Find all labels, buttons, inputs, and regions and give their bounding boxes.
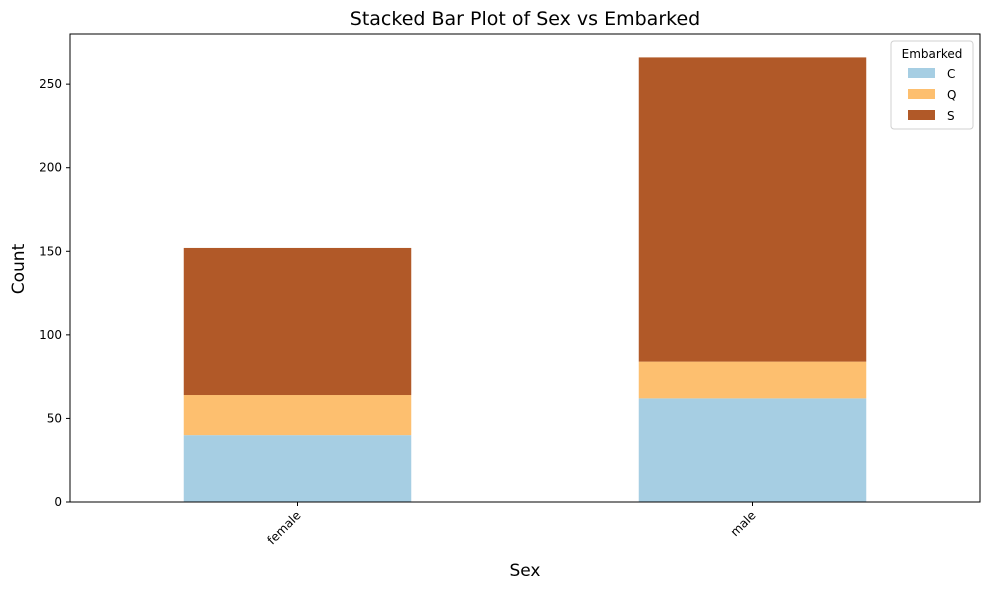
chart-title: Stacked Bar Plot of Sex vs Embarked xyxy=(350,8,700,30)
y-tick-label: 100 xyxy=(39,328,62,342)
y-tick-label: 50 xyxy=(47,411,62,425)
legend-title: Embarked xyxy=(902,47,963,61)
y-tick-label: 150 xyxy=(39,244,62,258)
x-axis: female male xyxy=(264,502,759,547)
y-tick-label: 250 xyxy=(39,77,62,91)
plot-area xyxy=(69,33,981,503)
y-tick-label: 200 xyxy=(39,161,62,175)
bar-female-C xyxy=(183,435,412,502)
y-axis-label: Count xyxy=(9,243,29,294)
y-tick-label: 0 xyxy=(54,495,62,509)
legend-swatch-Q xyxy=(908,89,935,99)
x-tick-label: male xyxy=(728,508,759,539)
legend: Embarked CQS xyxy=(890,40,974,130)
bar-male-S xyxy=(638,57,867,362)
legend-label-C: C xyxy=(947,67,955,81)
legend-label-Q: Q xyxy=(947,88,956,102)
legend-label-S: S xyxy=(947,109,955,123)
legend-swatch-S xyxy=(908,110,935,120)
legend-box xyxy=(890,40,974,130)
legend-swatch-C xyxy=(908,68,935,78)
x-tick-label: female xyxy=(264,508,303,547)
x-axis-label: Sex xyxy=(509,561,540,581)
axes-frame xyxy=(69,33,981,503)
bar-female-Q xyxy=(183,395,412,436)
bar-female-S xyxy=(183,247,412,396)
y-axis: 0 50 100 150 200 250 xyxy=(39,77,70,509)
bar-male-Q xyxy=(638,361,867,399)
bar-male-C xyxy=(638,398,867,502)
